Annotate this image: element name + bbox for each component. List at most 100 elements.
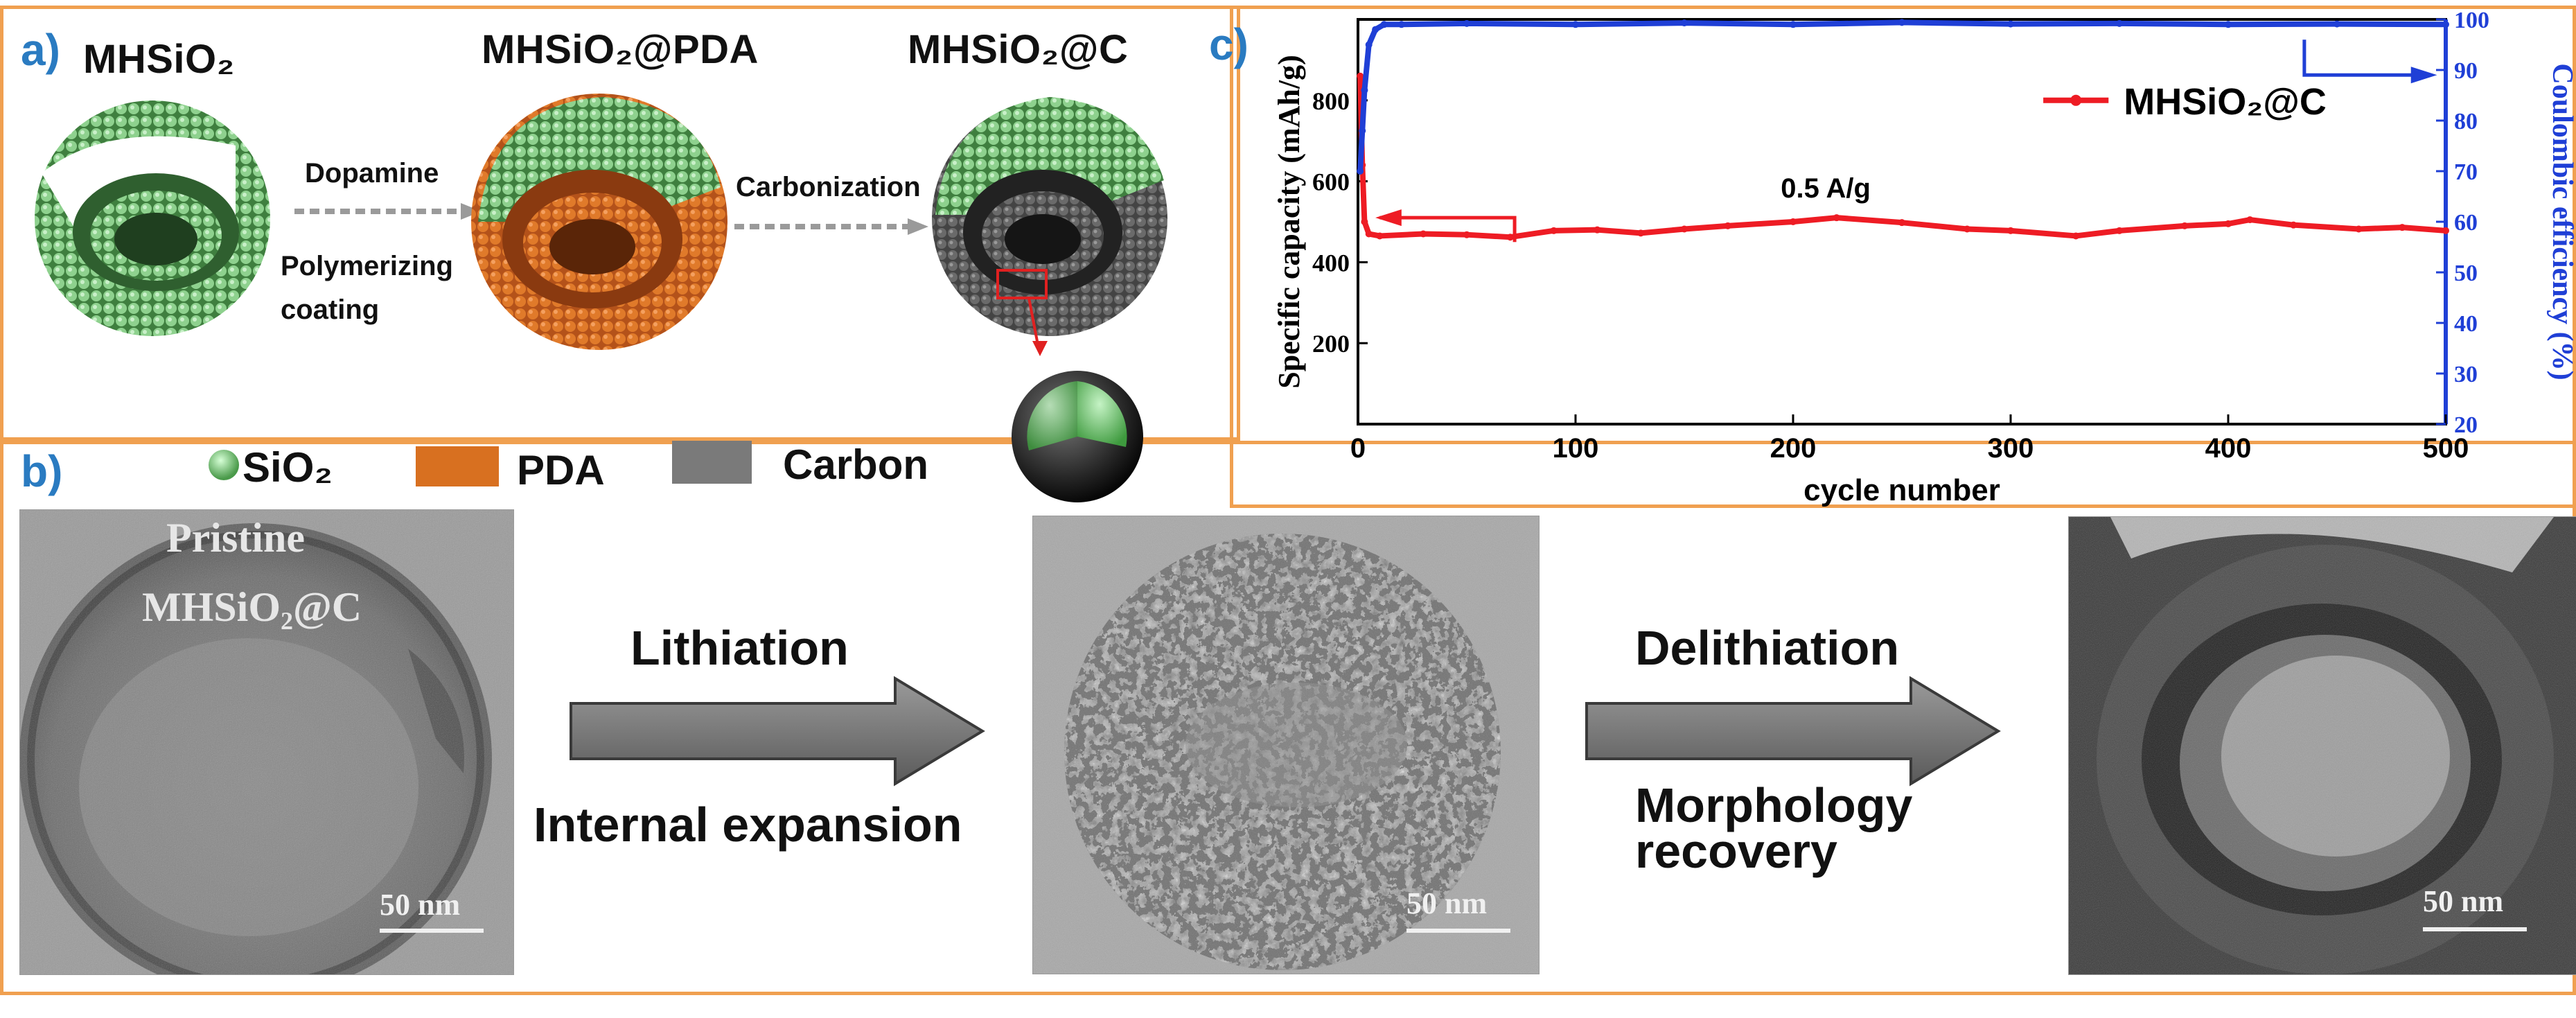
y2-axis-label: Coulombic efficiency (%): [2546, 63, 2576, 380]
y2-tick-label: 90: [2454, 58, 2478, 84]
carbon-legend-swatch: [672, 441, 752, 484]
capacity-data-point: [1833, 214, 1840, 222]
coulombic-efficiency-data-point: [1361, 87, 1368, 94]
x-tick-label: 400: [2205, 433, 2252, 464]
coulombic-efficiency-data-point: [1359, 127, 1366, 134]
right-axis-indicator-arrow: [2302, 40, 2428, 77]
tem-image-delithiated: [2068, 516, 2576, 975]
internal-expansion-label: Internal expansion: [533, 798, 962, 852]
carbon-legend-label: Carbon: [783, 441, 928, 488]
legend-label: MHSiO₂@C: [2124, 81, 2327, 123]
capacity-data-point: [2181, 222, 2189, 229]
capacity-data-point: [2116, 227, 2123, 234]
y2-tick-label: 40: [2454, 311, 2478, 337]
mhsio2-label: MHSiO₂: [83, 37, 235, 82]
capacity-data-point: [1724, 222, 1731, 229]
right-axis-indicator-arrowhead: [2410, 67, 2437, 84]
coulombic-efficiency-data-point: [2116, 19, 2123, 27]
polymerizing-label: Polymerizing: [281, 251, 453, 281]
scale-bar-line-2: [1406, 929, 1510, 933]
y-axis-label: Specific capacity (mAh/g): [1272, 55, 1306, 388]
coulombic-efficiency-data-point: [2334, 20, 2340, 28]
arrow-lithiation: [570, 676, 985, 787]
tem-image-lithiated: [1032, 516, 1540, 974]
scale-bar-label-2: 50 nm: [1406, 886, 1488, 920]
dopamine-label: Dopamine: [305, 158, 439, 188]
arrow-delithiation: [1585, 676, 2001, 787]
y-tick-label: 400: [1312, 249, 1350, 277]
coulombic-efficiency-data-point: [1380, 21, 1388, 28]
capacity-data-point: [1790, 218, 1797, 225]
legend-marker: [2070, 94, 2082, 106]
pristine-label-line1: Pristine: [166, 515, 305, 561]
y2-tick-label: 30: [2454, 362, 2478, 387]
x-axis-label: cycle number: [1803, 473, 2000, 507]
y2-tick-label: 80: [2454, 109, 2478, 134]
capacity-data-point: [1361, 218, 1368, 225]
capacity-data-point: [1365, 230, 1373, 238]
left-axis-indicator-arrowhead: [1375, 209, 1402, 227]
capacity-data-point: [1550, 227, 1558, 234]
coulombic-efficiency-data-point: [1681, 19, 1688, 27]
capacity-data-point: [1506, 234, 1514, 241]
scale-bar-label-1: 50 nm: [380, 888, 461, 922]
x-tick-label: 100: [1553, 433, 1599, 464]
coulombic-efficiency-data-point: [1898, 19, 1905, 26]
rate-annotation: 0.5 A/g: [1781, 173, 1871, 204]
capacity-data-point: [2007, 227, 2014, 234]
morphology-label: Morphology: [1635, 778, 1913, 832]
panel-c-frame: [1230, 6, 2576, 508]
coulombic-efficiency-data-point: [2442, 21, 2449, 28]
arrow-dopamine: [294, 203, 482, 220]
capacity-data-point: [1376, 232, 1384, 240]
mhsio2-pda-sphere-illustration: [471, 94, 727, 350]
y-tick-label: 200: [1312, 330, 1350, 358]
y2-tick-label: 70: [2454, 159, 2478, 185]
panel-a-letter: a): [21, 25, 60, 75]
capacity-data-point: [1463, 231, 1470, 238]
panel-a-frame: [0, 6, 1240, 441]
mhsio2-sphere-illustration: [35, 100, 270, 336]
capacity-data-point: [1964, 225, 1971, 233]
y2-tick-label: 60: [2454, 210, 2478, 236]
capacity-data-point: [2225, 220, 2232, 227]
scale-bar-line-3: [2423, 927, 2527, 931]
coulombic-efficiency-data-point: [1397, 21, 1405, 28]
scale-bar-label-3: 50 nm: [2423, 884, 2504, 918]
coulombic-efficiency-data-point: [1357, 168, 1364, 175]
sio2-legend-label: SiO₂: [242, 444, 333, 491]
capacity-data-point: [1637, 229, 1645, 237]
x-tick-label: 500: [2423, 433, 2469, 464]
capacity-data-point: [1898, 219, 1905, 227]
coulombic-efficiency-data-point: [1572, 21, 1579, 28]
capacity-data-point: [2399, 224, 2406, 231]
recovery-label: recovery: [1635, 824, 1837, 878]
coulombic-efficiency-data-point: [2007, 20, 2014, 28]
pda-legend-label: PDA: [517, 447, 605, 493]
coating-label: coating: [281, 295, 380, 325]
arrow-carbonization: [734, 218, 928, 235]
carbonization-label: Carbonization: [736, 172, 921, 202]
x-tick-label: 0: [1350, 433, 1366, 464]
mhsio2-pda-label: MHSiO₂@PDA: [482, 27, 759, 72]
x-tick-label: 200: [1770, 433, 1817, 464]
pda-legend-swatch: [416, 446, 499, 486]
y-tick-label: 800: [1312, 87, 1350, 115]
capacity-chart: 0 100 200 300 400 500 200 400 600 800 20 30 40 50 60 70…: [1272, 8, 2576, 507]
coulombic-efficiency-data-point: [1790, 21, 1797, 28]
coulombic-efficiency-data-point: [1463, 19, 1470, 27]
lithiation-label: Lithiation: [630, 621, 849, 675]
capacity-data-point: [2072, 232, 2080, 240]
y2-tick-label: 20: [2454, 412, 2478, 438]
capacity-data-point: [2246, 216, 2254, 224]
capacity-data-point: [1594, 226, 1601, 234]
core-shell-particle-icon: [1012, 371, 1143, 502]
x-tick-label: 300: [1988, 433, 2034, 464]
arrowhead-zoom: [1032, 341, 1048, 356]
capacity-data-point: [2290, 221, 2297, 229]
delithiation-label: Delithiation: [1635, 621, 1900, 675]
scale-bar-line-1: [380, 929, 484, 933]
panel-b-letter: b): [21, 446, 63, 496]
capacity-data-point: [1420, 230, 1427, 238]
tem-image-pristine: [19, 509, 514, 975]
